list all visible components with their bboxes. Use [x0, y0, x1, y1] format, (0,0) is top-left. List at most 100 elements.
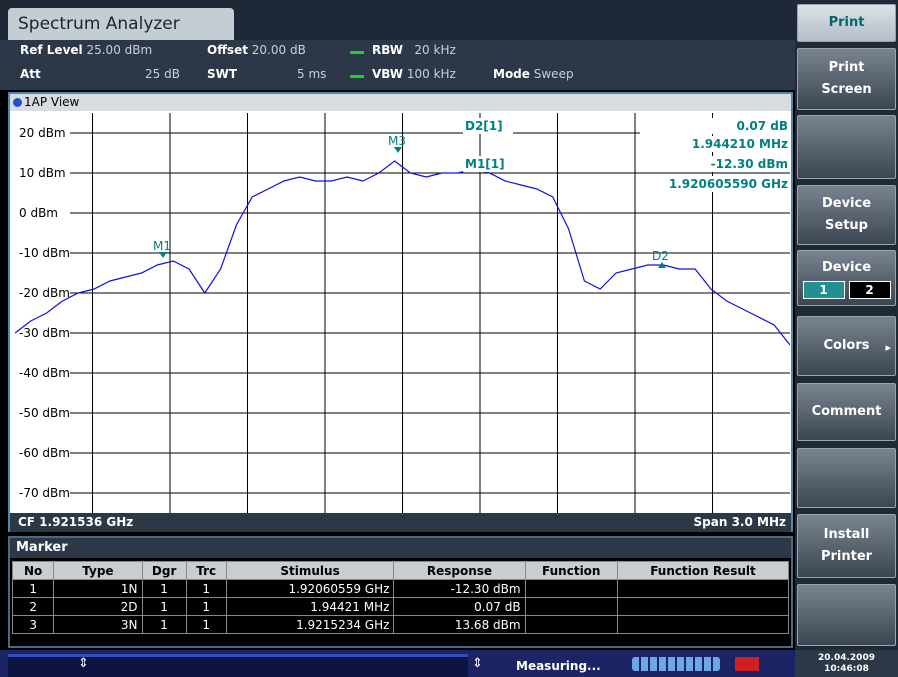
table-cell: 1.92060559 GHz [225, 579, 395, 598]
softkey-label: Colors [823, 338, 870, 353]
marker-readout: 0.07 dB [736, 119, 788, 133]
softkey[interactable] [797, 584, 896, 646]
label: Offset [207, 43, 248, 57]
readout-background [640, 118, 790, 134]
table-cell: 1 [185, 579, 227, 598]
marker-title: Marker [10, 538, 791, 558]
datetime: 20.04.2009 10:46:08 [795, 650, 898, 677]
header-row: Ref Level 25.00 dBm [20, 43, 152, 57]
readout-background [640, 176, 790, 192]
marker-symbol [394, 147, 402, 153]
time: 10:46:08 [824, 664, 869, 674]
value: 25.00 dBm [86, 43, 153, 57]
marker-table: No Type Dgr Trc Stimulus Response Function Func… [11, 561, 790, 634]
device-option[interactable]: 1 [802, 281, 845, 299]
label: Att [20, 67, 41, 81]
y-tick-label: -10 dBm [19, 246, 70, 260]
y-tick-label: -30 dBm [19, 326, 70, 340]
readout-background [640, 136, 790, 152]
table-cell: 2D [53, 597, 143, 616]
y-tick-label: -40 dBm [19, 366, 70, 380]
table-cell: 13.68 dBm [393, 615, 526, 634]
tab[interactable]: Spectrum Analyzer [8, 8, 234, 40]
table-row: 3 3N 1 1 1.9215234 GHz 13.68 dBm [11, 615, 790, 634]
softkey[interactable] [797, 448, 896, 508]
softkey[interactable]: Print Screen [797, 48, 896, 110]
lxi-icon [735, 657, 759, 671]
table-cell-empty [524, 579, 618, 598]
value: 100 kHz [406, 67, 456, 81]
softkey-label: Device [821, 260, 872, 275]
value: Sweep [533, 67, 574, 81]
softkey[interactable] [797, 115, 896, 179]
y-tick-label: 0 dBm [19, 206, 58, 220]
softkey-label: Screen [821, 82, 872, 97]
readout-background [640, 156, 790, 172]
spectrum-plot: 20 dBm 10 dBm 0 dBm -10 dBm -20 dBm -30 dBm -4… [15, 113, 790, 513]
table-header-row: No Type Dgr Trc Stimulus Response Function Func… [11, 561, 790, 580]
table-cell: 3N [53, 615, 143, 634]
value: 5 ms [297, 67, 327, 81]
label: Ref Level [20, 43, 83, 57]
column-header: Function [524, 561, 618, 580]
softkey-label: Printer [820, 549, 873, 564]
y-tick-label: 20 dBm [19, 126, 66, 140]
table-cell: 0.07 dB [393, 597, 526, 616]
marker-label: M1 [153, 239, 171, 253]
label: SWT [207, 67, 238, 81]
table-cell: 3 [11, 615, 55, 634]
table-cell: 1.9215234 GHz [225, 615, 395, 634]
softkey[interactable]: Colors ▸ [797, 316, 896, 376]
softkey-label: Install [823, 527, 870, 542]
marker-readout: 1.944210 MHz [692, 137, 788, 151]
center-frequency: CF 1.921536 GHz [18, 515, 134, 529]
softkey-label: Print [828, 60, 865, 75]
table-cell-empty [616, 615, 790, 634]
label: RBW [372, 43, 403, 57]
column-header: Stimulus [225, 561, 395, 580]
device-option[interactable]: 2 [848, 281, 891, 299]
table-cell: 1.94421 MHz [225, 597, 395, 616]
y-tick-label: -50 dBm [19, 406, 70, 420]
value: 20.00 dB [251, 43, 306, 57]
progress-bar [632, 657, 720, 671]
table-cell-empty [524, 615, 618, 634]
plot-footer [10, 513, 791, 532]
column-header: Type [53, 561, 143, 580]
header-row: SWT [207, 67, 237, 81]
softkey-label: Device [821, 196, 872, 211]
span: Span 3.0 MHz [693, 515, 786, 529]
marker-label: M3 [388, 134, 406, 148]
column-header: Response [393, 561, 526, 580]
date: 20.04.2009 [818, 653, 875, 663]
y-tick-label: -70 dBm [19, 486, 70, 500]
status-icon: ⇕ [472, 656, 483, 671]
softkey[interactable]: Install Printer [797, 514, 896, 578]
softkey[interactable]: Device Setup [797, 185, 896, 245]
y-tick-label: -60 dBm [19, 446, 70, 460]
table-cell: 1N [53, 579, 143, 598]
marker-readout: 1.920605590 GHz [669, 177, 788, 191]
table-cell: 2 [11, 597, 55, 616]
header-row: 25 dB [145, 67, 180, 81]
column-header: Dgr [141, 561, 187, 580]
table-cell-empty [616, 579, 790, 598]
softkey[interactable]: Print [797, 4, 896, 42]
table-cell: 1 [141, 597, 187, 616]
submenu-arrow: ▸ [885, 341, 891, 354]
softkey[interactable]: Device 1 2 [797, 250, 896, 306]
header-row: Mode Sweep [493, 67, 574, 81]
softkey-label: Print [828, 15, 865, 30]
softkey[interactable]: Comment [797, 383, 896, 441]
view-label: 1AP View [10, 94, 791, 111]
table-cell: 1 [141, 615, 187, 634]
column-header: No [11, 561, 55, 580]
table-cell: 1 [185, 597, 227, 616]
value: 25 dB [145, 67, 180, 81]
coupling-mark [350, 51, 364, 54]
header-row: Att [20, 67, 41, 81]
marker-readout: M1[1] [465, 157, 505, 171]
table-cell: 1 [11, 579, 55, 598]
